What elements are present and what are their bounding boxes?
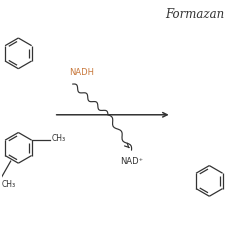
Text: Formazan: Formazan [166, 8, 225, 22]
Text: CH₃: CH₃ [52, 135, 66, 143]
Text: CH₃: CH₃ [1, 180, 15, 189]
Text: NADH: NADH [70, 68, 94, 77]
Text: NAD⁺: NAD⁺ [120, 157, 143, 166]
